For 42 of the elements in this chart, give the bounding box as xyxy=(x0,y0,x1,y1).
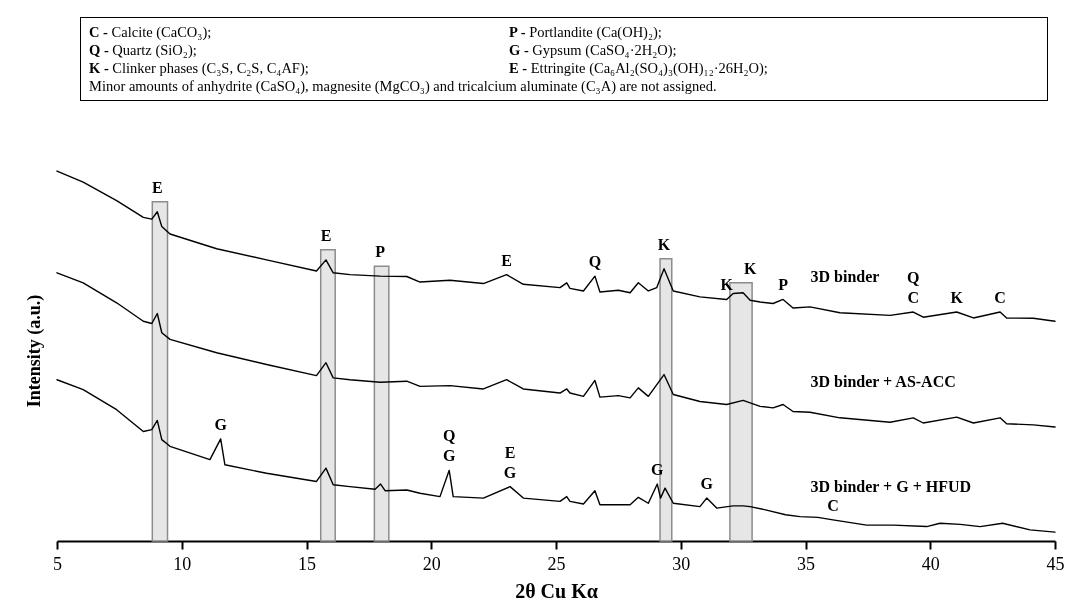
annotation: G xyxy=(700,475,714,493)
annotation: G xyxy=(651,461,665,479)
annotation: E xyxy=(501,251,512,269)
annotation: G xyxy=(214,415,228,433)
annotation: P xyxy=(778,276,789,294)
y-axis-title: Intensity (a.u.) xyxy=(23,294,45,408)
x-tick-label: 15 xyxy=(298,553,316,574)
text: E - Ettringite (Ca₆Al₂(SO₄)₃(OH)₁₂·26H₂O); xyxy=(509,59,769,77)
series-label: 3D binder xyxy=(810,267,880,285)
annotation: C xyxy=(827,496,839,514)
x-tick-label: 25 xyxy=(547,553,566,574)
annotation: Q xyxy=(442,427,456,445)
annotation: Q xyxy=(907,269,920,287)
text: K - Clinker phases (C₃S, C₂S, C₄AF); xyxy=(89,59,310,77)
text: G - Gypsum (CaSO₄·2H₂O); xyxy=(509,41,678,59)
x-axis-title: 2θ Cu Kα xyxy=(515,579,598,602)
annotation: Q xyxy=(588,253,602,271)
text: Minor amounts of anhydrite (CaSO₄), magnesite (MgCO₃) and tricalcium aluminate (C₃A) are not assigned. xyxy=(89,77,718,95)
annotation: K xyxy=(720,276,734,294)
x-tick-label: 10 xyxy=(173,553,192,574)
x-tick-label: 40 xyxy=(921,553,940,574)
series-label: 3D binder + AS-ACC xyxy=(810,373,956,391)
annotation: K xyxy=(657,235,671,253)
annotation: E xyxy=(504,443,516,461)
annotation: K xyxy=(950,289,964,307)
x-tick-label: 35 xyxy=(797,553,815,574)
annotation: E xyxy=(151,178,163,196)
x-tick-label: 30 xyxy=(672,553,691,574)
annotation: K xyxy=(743,259,757,277)
annotation: G xyxy=(442,447,456,465)
x-tick-label: 5 xyxy=(53,553,62,574)
annotation: C xyxy=(907,289,920,307)
annotation: G xyxy=(503,463,517,481)
x-tick-label: 45 xyxy=(1046,553,1065,574)
annotation: C xyxy=(994,289,1006,307)
text: P - Portlandite (Ca(OH)₂); xyxy=(509,23,663,41)
text: C - Calcite (CaCO₃); xyxy=(89,23,213,41)
x-tick-label: 20 xyxy=(422,553,441,574)
series-label: 3D binder + G + HFUD xyxy=(810,478,972,496)
annotation: P xyxy=(375,243,386,261)
annotation: E xyxy=(320,226,332,244)
text: Q - Quartz (SiO₂); xyxy=(89,41,198,59)
